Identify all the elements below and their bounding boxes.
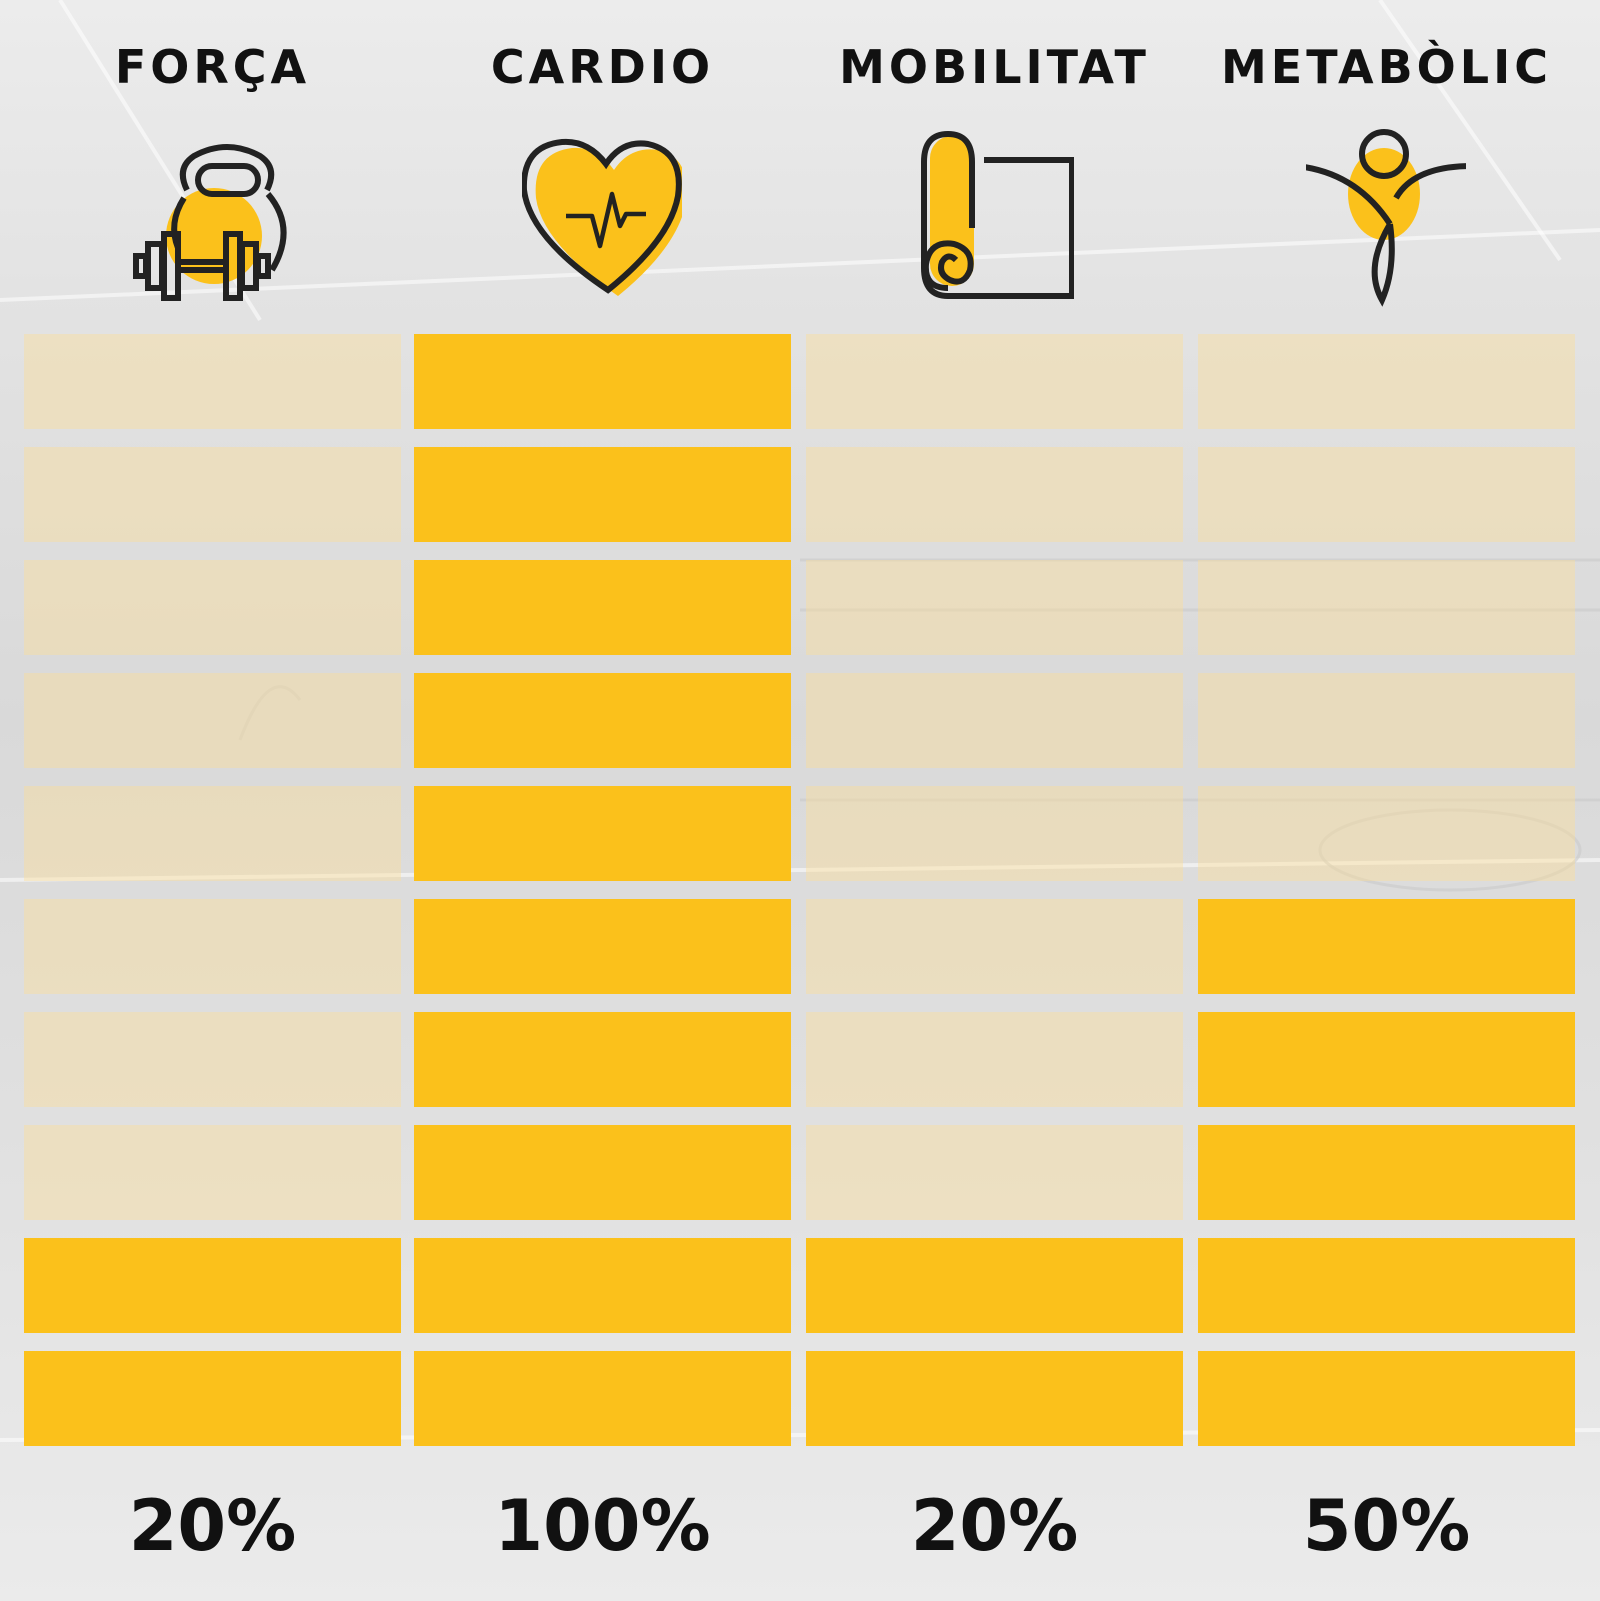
bar-segment-empty — [24, 1012, 401, 1107]
yoga-mat-icon — [914, 128, 1075, 308]
column-title: FORÇA — [114, 40, 311, 94]
bar-segment-empty — [24, 1125, 401, 1220]
bar-segment-empty — [24, 334, 401, 429]
bar-segment-empty — [806, 334, 1183, 429]
value-label: 20% — [910, 1485, 1079, 1567]
column-forca: FORÇA 20% — [24, 0, 401, 1601]
bar-segment-filled — [414, 447, 791, 542]
bar-segment-filled — [806, 1351, 1183, 1446]
bar-segment-filled — [414, 560, 791, 655]
value-label: 100% — [494, 1485, 711, 1567]
bar-segment-filled — [414, 334, 791, 429]
column-mobilitat: MOBILITAT 20% — [806, 0, 1183, 1601]
bar-segment-empty — [806, 1125, 1183, 1220]
bar-segment-empty — [806, 899, 1183, 994]
stretching-person-icon — [1295, 128, 1473, 308]
bar-segment-empty — [1198, 560, 1575, 655]
bar-segment-empty — [806, 1012, 1183, 1107]
bar-segment-empty — [1198, 673, 1575, 768]
bar-segment-filled — [414, 786, 791, 881]
bar-segment-empty — [24, 786, 401, 881]
bar-segment-filled — [1198, 1351, 1575, 1446]
bar-segment-filled — [414, 1238, 791, 1333]
bar-segment-filled — [806, 1238, 1183, 1333]
column-cardio: CARDIO 100% — [414, 0, 791, 1601]
bar-segment-empty — [806, 560, 1183, 655]
bar-segment-filled — [414, 673, 791, 768]
bar-segment-empty — [24, 899, 401, 994]
bar-segment-empty — [1198, 447, 1575, 542]
value-label: 20% — [128, 1485, 297, 1567]
bar-segment-filled — [414, 1125, 791, 1220]
bar-segment-filled — [1198, 1012, 1575, 1107]
bar-segment-empty — [1198, 334, 1575, 429]
column-metabolic: METABÒLIC 50% — [1198, 0, 1575, 1601]
bar-segment-filled — [414, 1012, 791, 1107]
bar-segment-filled — [1198, 1125, 1575, 1220]
bar-segment-empty — [24, 447, 401, 542]
column-title: MOBILITAT — [839, 40, 1150, 94]
column-title: METABÒLIC — [1221, 40, 1552, 94]
bar-segment-empty — [24, 560, 401, 655]
bar-segment-filled — [414, 1351, 791, 1446]
bar-segment-filled — [1198, 1238, 1575, 1333]
bar-segment-empty — [24, 673, 401, 768]
bar-segment-empty — [1198, 786, 1575, 881]
column-title: CARDIO — [490, 40, 715, 94]
bar-segment-filled — [24, 1238, 401, 1333]
bar-segment-filled — [24, 1351, 401, 1446]
heart-pulse-icon — [520, 128, 687, 308]
value-label: 50% — [1302, 1485, 1471, 1567]
bar-segment-filled — [1198, 899, 1575, 994]
bar-segment-empty — [806, 447, 1183, 542]
bar-segment-empty — [806, 786, 1183, 881]
bar-segment-filled — [414, 899, 791, 994]
kettlebell-dumbbell-icon — [132, 128, 292, 308]
bar-segment-empty — [806, 673, 1183, 768]
